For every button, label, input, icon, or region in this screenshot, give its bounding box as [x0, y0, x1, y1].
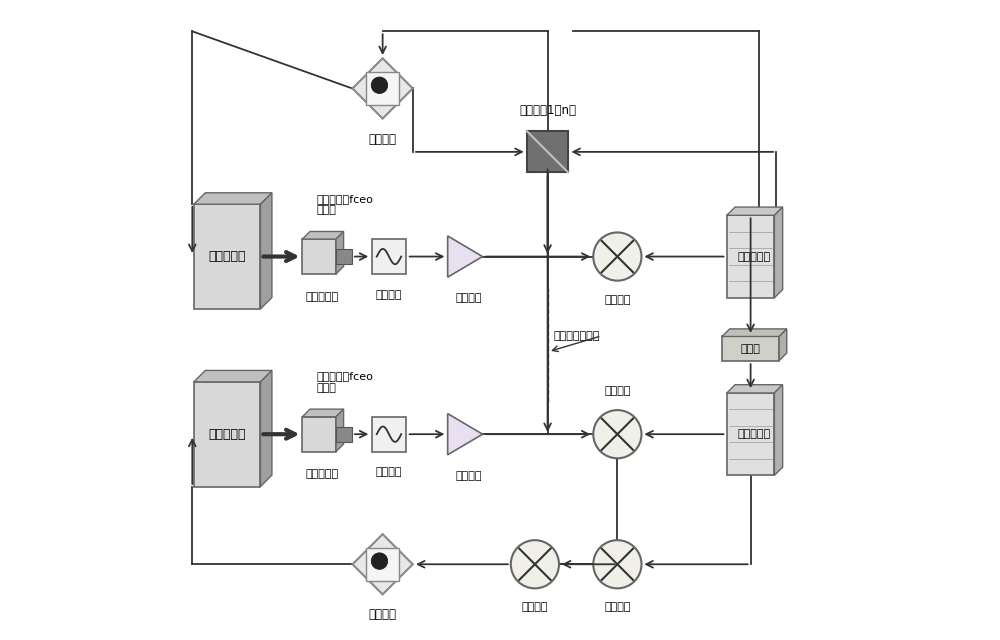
- Text: 电滤波器: 电滤波器: [376, 290, 402, 300]
- Polygon shape: [194, 193, 272, 204]
- Polygon shape: [727, 215, 774, 298]
- Circle shape: [511, 540, 559, 588]
- Polygon shape: [352, 58, 413, 118]
- Polygon shape: [302, 409, 344, 417]
- Polygon shape: [372, 417, 406, 452]
- Circle shape: [371, 553, 388, 570]
- Text: 电放大器: 电放大器: [455, 470, 482, 481]
- Text: 电混频器: 电混频器: [522, 602, 548, 612]
- Polygon shape: [366, 548, 399, 580]
- Text: 电滤波器: 电滤波器: [376, 467, 402, 477]
- Polygon shape: [727, 393, 774, 476]
- Circle shape: [593, 540, 641, 588]
- Polygon shape: [194, 204, 260, 309]
- Text: 光电探测器: 光电探测器: [306, 469, 339, 479]
- Polygon shape: [194, 371, 272, 382]
- Polygon shape: [727, 207, 783, 215]
- Polygon shape: [448, 236, 483, 277]
- Polygon shape: [722, 329, 787, 337]
- Circle shape: [593, 410, 641, 458]
- Text: 电混频器: 电混频器: [604, 602, 631, 612]
- Text: 频率综合器: 频率综合器: [738, 429, 771, 439]
- Text: 含相位信息fceo
光信号: 含相位信息fceo 光信号: [316, 194, 373, 215]
- Polygon shape: [352, 534, 413, 595]
- Polygon shape: [727, 385, 783, 393]
- Polygon shape: [448, 413, 483, 455]
- Polygon shape: [774, 207, 783, 298]
- Text: 光频梳系统: 光频梳系统: [208, 250, 246, 263]
- Polygon shape: [527, 131, 568, 173]
- Text: 电混频器: 电混频器: [604, 294, 631, 305]
- Text: 电混频器: 电混频器: [604, 386, 631, 396]
- Polygon shape: [779, 329, 787, 360]
- Polygon shape: [194, 382, 260, 486]
- Text: 光频梳系统: 光频梳系统: [208, 428, 246, 441]
- Polygon shape: [366, 72, 399, 105]
- Polygon shape: [336, 232, 344, 274]
- Text: 光电探测器: 光电探测器: [306, 292, 339, 302]
- Text: 含相位信息fceo
光信号: 含相位信息fceo 光信号: [316, 371, 373, 393]
- Polygon shape: [722, 337, 779, 360]
- Polygon shape: [336, 249, 352, 264]
- Text: 功分器（1：n）: 功分器（1：n）: [519, 104, 576, 117]
- Text: 电放大器: 电放大器: [455, 293, 482, 303]
- Polygon shape: [774, 385, 783, 476]
- Text: 电锁相环: 电锁相环: [369, 609, 397, 621]
- Text: 电锁相环: 电锁相环: [369, 132, 397, 145]
- Circle shape: [371, 77, 388, 93]
- Text: 原子钟: 原子钟: [741, 344, 761, 353]
- Polygon shape: [336, 427, 352, 442]
- Polygon shape: [260, 371, 272, 486]
- Polygon shape: [372, 239, 406, 274]
- Polygon shape: [302, 232, 344, 239]
- Text: 频率综合器: 频率综合器: [738, 252, 771, 262]
- Polygon shape: [260, 193, 272, 309]
- Polygon shape: [302, 417, 336, 452]
- Text: 可同步多个系统: 可同步多个系统: [554, 331, 600, 341]
- Polygon shape: [302, 239, 336, 274]
- Circle shape: [593, 232, 641, 281]
- Polygon shape: [336, 409, 344, 452]
